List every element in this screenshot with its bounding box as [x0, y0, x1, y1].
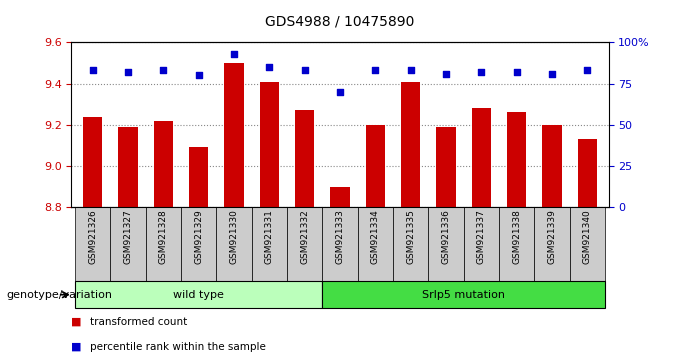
- Bar: [83, 116, 102, 207]
- Bar: [543, 125, 562, 207]
- Bar: [118, 127, 137, 207]
- Bar: [507, 113, 526, 207]
- Text: GSM921340: GSM921340: [583, 209, 592, 264]
- Text: GSM921336: GSM921336: [441, 209, 451, 264]
- Text: GSM921335: GSM921335: [406, 209, 415, 264]
- Point: [547, 71, 558, 76]
- Bar: [110, 207, 146, 281]
- Bar: [322, 281, 605, 308]
- Bar: [260, 81, 279, 207]
- Bar: [154, 121, 173, 207]
- Bar: [216, 207, 252, 281]
- Text: GSM921332: GSM921332: [300, 209, 309, 264]
- Bar: [224, 63, 243, 207]
- Bar: [295, 110, 314, 207]
- Text: GSM921331: GSM921331: [265, 209, 274, 264]
- Bar: [499, 207, 534, 281]
- Bar: [570, 207, 605, 281]
- Text: GSM921339: GSM921339: [547, 209, 556, 264]
- Bar: [287, 207, 322, 281]
- Text: GDS4988 / 10475890: GDS4988 / 10475890: [265, 14, 415, 28]
- Text: ■: ■: [71, 342, 86, 352]
- Point: [370, 68, 381, 73]
- Bar: [366, 125, 385, 207]
- Point: [335, 89, 345, 95]
- Bar: [437, 127, 456, 207]
- Point: [87, 68, 98, 73]
- Bar: [428, 207, 464, 281]
- Text: GSM921338: GSM921338: [512, 209, 521, 264]
- Bar: [189, 147, 208, 207]
- Bar: [146, 207, 181, 281]
- Bar: [358, 207, 393, 281]
- Point: [193, 73, 204, 78]
- Bar: [75, 207, 110, 281]
- Text: percentile rank within the sample: percentile rank within the sample: [90, 342, 267, 352]
- Text: ■: ■: [71, 317, 86, 327]
- Point: [158, 68, 169, 73]
- Bar: [75, 281, 322, 308]
- Bar: [322, 207, 358, 281]
- Point: [299, 68, 310, 73]
- Text: Srlp5 mutation: Srlp5 mutation: [422, 290, 505, 300]
- Bar: [401, 81, 420, 207]
- Point: [122, 69, 133, 75]
- Bar: [472, 108, 491, 207]
- Text: GSM921327: GSM921327: [124, 209, 133, 264]
- Point: [511, 69, 522, 75]
- Text: wild type: wild type: [173, 290, 224, 300]
- Point: [476, 69, 487, 75]
- Text: GSM921334: GSM921334: [371, 209, 380, 264]
- Bar: [393, 207, 428, 281]
- Bar: [252, 207, 287, 281]
- Point: [405, 68, 416, 73]
- Point: [441, 71, 452, 76]
- Bar: [534, 207, 570, 281]
- Text: GSM921326: GSM921326: [88, 209, 97, 264]
- Text: transformed count: transformed count: [90, 317, 188, 327]
- Point: [228, 51, 239, 57]
- Text: GSM921337: GSM921337: [477, 209, 486, 264]
- Point: [264, 64, 275, 70]
- Text: GSM921329: GSM921329: [194, 209, 203, 264]
- Text: GSM921330: GSM921330: [229, 209, 239, 264]
- Bar: [181, 207, 216, 281]
- Text: GSM921328: GSM921328: [159, 209, 168, 264]
- Bar: [330, 187, 350, 207]
- Bar: [464, 207, 499, 281]
- Bar: [578, 139, 597, 207]
- Text: GSM921333: GSM921333: [335, 209, 345, 264]
- Text: genotype/variation: genotype/variation: [7, 290, 113, 300]
- Point: [582, 68, 593, 73]
